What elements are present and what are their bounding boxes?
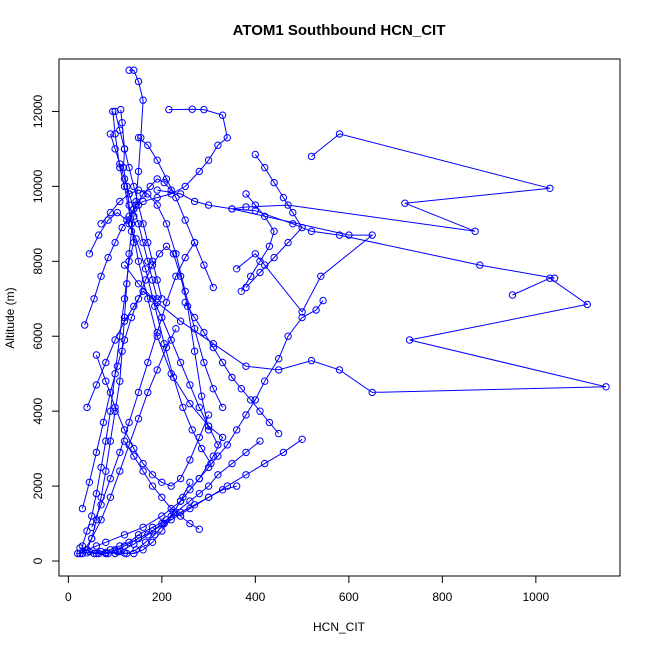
x-tick-label: 1000 <box>522 590 549 604</box>
series-14 <box>86 209 214 466</box>
series-layer <box>75 67 610 557</box>
x-tick-label: 0 <box>65 590 72 604</box>
x-tick-label: 200 <box>152 590 172 604</box>
series-6 <box>154 187 558 281</box>
series-line <box>129 109 227 224</box>
series-line <box>94 486 237 553</box>
y-tick-label: 2000 <box>31 472 45 499</box>
y-tick-label: 0 <box>31 557 45 564</box>
y-axis-label: Altitude (m) <box>3 287 17 348</box>
chart-title: ATOM1 Southbound HCN_CIT <box>233 22 446 39</box>
series-line <box>157 190 554 278</box>
y-tick-label: 4000 <box>31 397 45 424</box>
series-25 <box>243 151 305 290</box>
data-point <box>205 412 211 418</box>
x-tick-label: 600 <box>339 590 359 604</box>
series-15 <box>84 288 221 448</box>
data-point <box>121 262 127 268</box>
data-point <box>234 483 240 489</box>
series-10 <box>91 483 240 557</box>
data-point <box>320 297 326 303</box>
series-5 <box>229 131 553 315</box>
series-line <box>125 265 607 392</box>
plot-frame <box>59 59 620 576</box>
y-tick-label: 6000 <box>31 323 45 350</box>
series-line <box>232 134 550 312</box>
y-axis: 0 2000 4000 6000 8000 10000 12000 <box>31 94 59 564</box>
y-tick-label: 8000 <box>31 248 45 275</box>
data-point <box>257 438 263 444</box>
series-line <box>80 111 223 553</box>
x-axis-label: HCN_CIT <box>313 620 366 634</box>
series-16 <box>93 352 212 490</box>
x-tick-label: 400 <box>245 590 265 604</box>
x-tick-label: 800 <box>432 590 452 604</box>
series-line <box>241 194 274 291</box>
series-line <box>120 441 260 551</box>
y-tick-label: 10000 <box>31 169 45 203</box>
series-24 <box>135 135 216 291</box>
x-axis: 0 200 400 600 800 1000 <box>65 576 550 604</box>
y-tick-label: 12000 <box>31 94 45 128</box>
series-19 <box>89 239 198 530</box>
